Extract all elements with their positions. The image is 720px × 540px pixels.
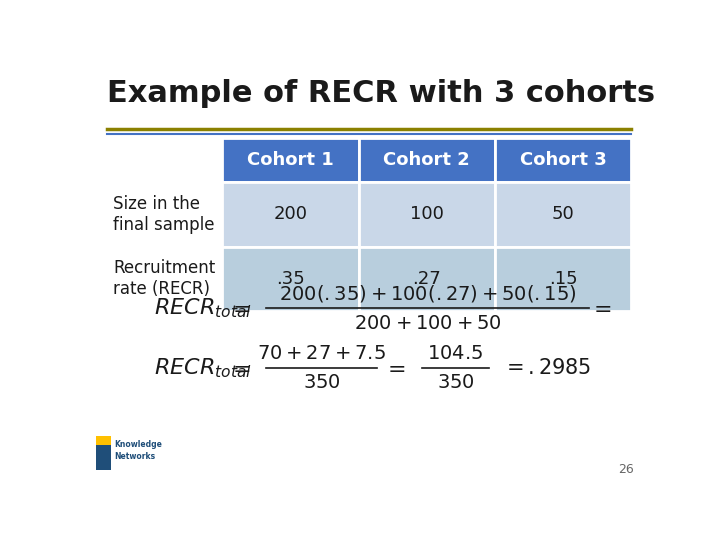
FancyBboxPatch shape [222, 138, 359, 182]
Text: 100: 100 [410, 205, 444, 223]
Text: Example of RECR with 3 cohorts: Example of RECR with 3 cohorts [107, 79, 655, 109]
Text: Knowledge
Networks: Knowledge Networks [114, 440, 163, 461]
Text: Cohort 3: Cohort 3 [520, 151, 606, 169]
Text: $=$: $=$ [228, 298, 251, 318]
FancyBboxPatch shape [495, 182, 631, 246]
Text: Cohort 1: Cohort 1 [247, 151, 333, 169]
Text: Cohort 2: Cohort 2 [383, 151, 470, 169]
Text: $104.5$: $104.5$ [428, 345, 484, 363]
Text: .35: .35 [276, 269, 305, 288]
FancyBboxPatch shape [107, 246, 222, 311]
FancyBboxPatch shape [359, 246, 495, 311]
Text: $=$: $=$ [228, 359, 251, 379]
Text: 200: 200 [274, 205, 307, 223]
Text: .15: .15 [549, 269, 577, 288]
FancyBboxPatch shape [495, 138, 631, 182]
Text: $200+100+50$: $200+100+50$ [354, 314, 501, 333]
FancyBboxPatch shape [495, 246, 631, 311]
Text: 26: 26 [618, 463, 634, 476]
Text: .27: .27 [413, 269, 441, 288]
FancyBboxPatch shape [359, 138, 495, 182]
Text: $=$: $=$ [383, 359, 405, 379]
Text: Size in the
final sample: Size in the final sample [114, 195, 215, 234]
FancyBboxPatch shape [96, 436, 111, 446]
FancyBboxPatch shape [96, 446, 111, 470]
Text: Recruitment
rate (RECR): Recruitment rate (RECR) [114, 259, 216, 298]
Text: $350$: $350$ [302, 373, 341, 393]
Text: $350$: $350$ [436, 373, 474, 393]
FancyBboxPatch shape [107, 138, 222, 182]
FancyBboxPatch shape [222, 246, 359, 311]
Text: $RECR_{total}$: $RECR_{total}$ [154, 356, 252, 380]
Text: $=$: $=$ [589, 298, 612, 318]
Text: $RECR_{total}$: $RECR_{total}$ [154, 296, 252, 320]
Text: $70+27+7.5$: $70+27+7.5$ [257, 345, 386, 363]
Text: $200(.35)+100(.27)+50(.15)$: $200(.35)+100(.27)+50(.15)$ [279, 283, 577, 304]
FancyBboxPatch shape [107, 182, 222, 246]
FancyBboxPatch shape [359, 182, 495, 246]
Text: $=.2985$: $=.2985$ [502, 359, 591, 379]
FancyBboxPatch shape [222, 182, 359, 246]
Text: 50: 50 [552, 205, 575, 223]
